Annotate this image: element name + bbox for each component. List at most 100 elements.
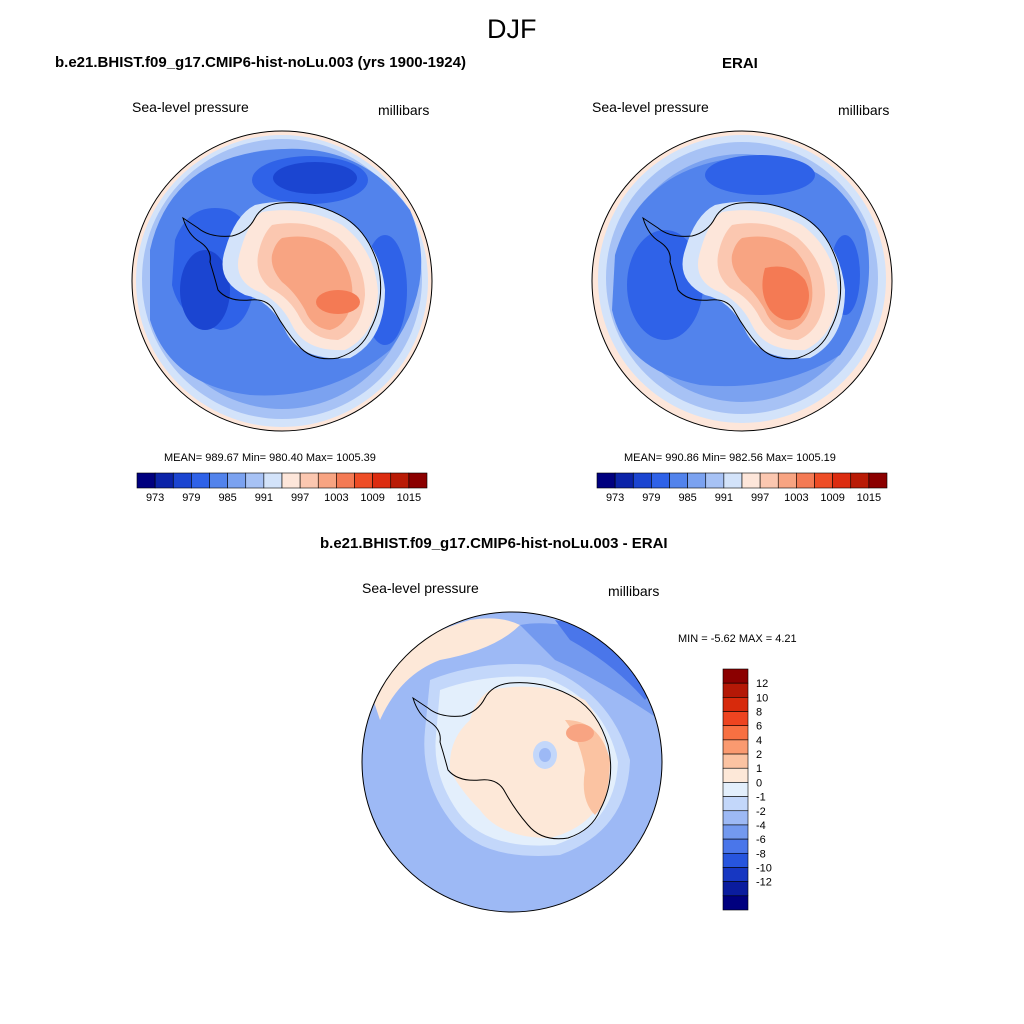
map3-border <box>361 611 663 913</box>
map3-neg-northeast <box>520 623 660 720</box>
panel2-stats: MEAN= 990.86 Min= 982.56 Max= 1005.19 <box>624 452 836 464</box>
colorbar1-tick-label: 1003 <box>324 492 348 504</box>
panel1-right-label: millibars <box>378 102 430 118</box>
panel3-right-label: millibars <box>608 583 660 599</box>
map1-border <box>131 130 433 432</box>
colorbar1-swatch <box>245 472 265 489</box>
colorbar3-tick-label: -6 <box>756 834 766 846</box>
colorbar3-swatch <box>722 753 749 769</box>
map3-coastline <box>412 682 612 840</box>
colorbar3-tick-label: 10 <box>756 692 768 704</box>
colorbar2-swatch <box>741 472 761 489</box>
map-panel2 <box>592 131 892 431</box>
colorbar3-tick-label: 8 <box>756 707 762 719</box>
colorbar1-swatch <box>390 472 410 489</box>
colorbar1-swatch <box>372 472 392 489</box>
colorbar3-tick-label: -4 <box>756 820 766 832</box>
map2-border <box>591 130 893 432</box>
colorbar3-tick-label: -1 <box>756 792 766 804</box>
panel3-title: b.e21.BHIST.f09_g17.CMIP6-hist-noLu.003 … <box>320 535 668 552</box>
colorbar1-tick-label: 973 <box>146 492 164 504</box>
colorbar1-swatch <box>354 472 373 489</box>
colorbar2-tick-label: 973 <box>606 492 624 504</box>
colorbar3-tick-label: -2 <box>756 806 766 818</box>
colorbar3-tick-label: 6 <box>756 721 762 733</box>
colorbar3-tick-label: -10 <box>756 862 772 874</box>
colorbar3-swatch <box>722 824 749 840</box>
colorbar3-swatch <box>722 881 749 897</box>
map1-low-west-core <box>180 250 230 330</box>
colorbar2-swatch <box>614 472 634 489</box>
colorbar2-swatch <box>850 472 870 489</box>
colorbar2-tick-label: 997 <box>751 492 769 504</box>
colorbar3-swatch <box>722 697 749 712</box>
map2-low-north <box>705 155 815 195</box>
colorbar1-tick-label: 991 <box>255 492 273 504</box>
colorbar3-swatch <box>722 739 749 755</box>
colorbar2-swatch <box>705 472 725 489</box>
colorbar3-swatch <box>722 810 749 826</box>
colorbar3-swatch <box>722 796 749 812</box>
colorbar2-swatch <box>723 472 743 489</box>
colorbar1-swatch <box>408 472 428 489</box>
colorbar1-swatch <box>154 472 174 489</box>
map2-high-core <box>762 266 809 321</box>
colorbar-panel1: 973 979 985 991 997 1003 1009 1015 <box>136 472 428 504</box>
colorbar1-swatch <box>209 472 228 489</box>
colorbar2-swatch <box>669 472 688 489</box>
colorbar2-swatch <box>687 472 707 489</box>
figure-title: DJF <box>487 14 537 44</box>
panel2-right-label: millibars <box>838 102 890 118</box>
colorbar1-swatch <box>172 472 192 489</box>
colorbar1-tick-label: 985 <box>218 492 236 504</box>
colorbar2-swatch <box>759 472 779 489</box>
panel1-title: b.e21.BHIST.f09_g17.CMIP6-hist-noLu.003 … <box>55 54 466 71</box>
colorbar1-swatch <box>191 472 210 489</box>
colorbar3-tick-label: 12 <box>756 678 768 690</box>
colorbar3-tick-label: 0 <box>756 777 762 789</box>
colorbar2-tick-label: 1015 <box>857 492 881 504</box>
colorbar3-tick-label: -8 <box>756 848 766 860</box>
colorbar3-swatch <box>722 682 749 698</box>
colorbar2-tick-label: 979 <box>642 492 660 504</box>
panel3-left-label: Sea-level pressure <box>362 580 479 596</box>
colorbar1-tick-label: 1015 <box>397 492 421 504</box>
colorbar3-tick-label: -12 <box>756 877 772 889</box>
panel1-left-label: Sea-level pressure <box>132 99 249 115</box>
map1-high-core <box>316 290 360 314</box>
colorbar2-tick-label: 1003 <box>784 492 808 504</box>
colorbar2-swatch <box>796 472 815 489</box>
colorbar3-swatch <box>722 895 749 911</box>
map3-neg-northeast-core <box>555 620 649 700</box>
colorbar2-swatch <box>868 472 888 489</box>
map3-warm-northwest <box>370 618 520 720</box>
colorbar1-swatch <box>336 472 355 489</box>
map3-cool-interior-core <box>539 748 551 762</box>
colorbar3-swatch <box>722 668 749 684</box>
colorbar2-swatch <box>632 472 652 489</box>
map3-warm-core <box>566 724 594 742</box>
colorbar1-swatch <box>227 472 247 489</box>
panel2-title: ERAI <box>722 55 758 72</box>
colorbar3-swatch <box>722 852 749 868</box>
colorbar2-tick-label: 1009 <box>820 492 844 504</box>
map3-warm-east <box>565 720 610 815</box>
panel3-stats: MIN = -5.62 MAX = 4.21 <box>678 633 797 645</box>
colorbar1-swatch <box>317 472 337 489</box>
colorbar1-swatch <box>263 472 283 489</box>
map1-low-north-core <box>273 162 357 194</box>
map1-coastline <box>182 202 382 360</box>
colorbar1-tick-label: 1009 <box>360 492 384 504</box>
colorbar3-swatch <box>722 767 749 783</box>
colorbar2-tick-label: 991 <box>715 492 733 504</box>
colorbar3-tick-label: 2 <box>756 749 762 761</box>
colorbar2-swatch <box>832 472 852 489</box>
colorbar-panel2: 973 979 985 991 997 1003 1009 1015 <box>596 472 888 504</box>
colorbar3-swatch <box>722 867 749 882</box>
colorbar1-swatch <box>299 472 319 489</box>
colorbar1-tick-label: 997 <box>291 492 309 504</box>
colorbar2-swatch <box>814 472 833 489</box>
map-panel3 <box>362 612 662 912</box>
